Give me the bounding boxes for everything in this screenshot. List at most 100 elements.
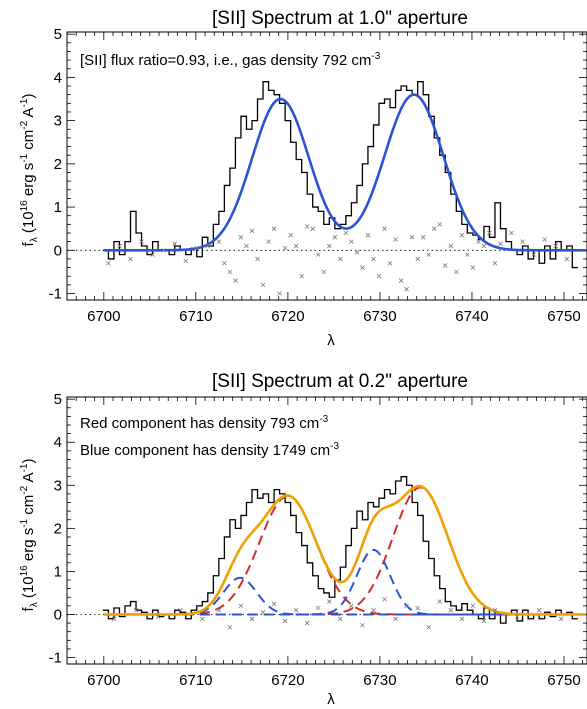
residual-point <box>420 235 426 240</box>
residual-point <box>321 269 327 275</box>
panel-top-title: [SII] Spectrum at 1.0" aperture <box>212 8 468 29</box>
svg-text:fλ (1016 erg s-1 cm-2 A-1): fλ (1016 erg s-1 cm-2 A-1) <box>19 94 40 247</box>
residual-point <box>459 616 465 622</box>
residual-point <box>194 245 200 251</box>
residual-point <box>553 243 558 249</box>
ylabel-f-close: ) <box>20 459 37 464</box>
residual-point <box>404 603 409 609</box>
residual-point <box>315 252 321 257</box>
y-tick-label: 0 <box>54 242 62 259</box>
residual-point <box>260 282 266 288</box>
x-tick-label: 6710 <box>179 308 212 325</box>
residual-point <box>222 260 227 266</box>
residual-point <box>520 239 525 244</box>
ylabel-sub: λ <box>29 602 40 607</box>
residual-point <box>349 239 354 244</box>
panel-bottom-annotation-red: Red component has density 793 cm-3 <box>80 414 329 432</box>
residual-point <box>177 607 183 613</box>
ylabel-sup4: -1 <box>19 98 30 107</box>
ylabel-f-close: ) <box>20 94 37 99</box>
residual-point <box>227 269 233 275</box>
residual-point <box>200 616 205 622</box>
y-tick-label: 2 <box>54 156 62 173</box>
annotation-sup: -3 <box>371 51 380 62</box>
model-component-curve <box>103 576 587 616</box>
x-tick-label: 6720 <box>271 308 304 325</box>
panel-bottom-xlabel: λ <box>327 691 335 708</box>
residual-point <box>299 273 304 279</box>
ylabel-f: f <box>20 606 37 611</box>
residual-point <box>332 235 338 240</box>
residual-point <box>404 286 409 292</box>
annotation-blue-text: Blue component has density 1749 cm <box>80 442 330 459</box>
ylabel-sup3: -2 <box>19 485 30 494</box>
residual-point <box>161 248 166 253</box>
residual-point <box>327 243 332 249</box>
residual-point <box>426 625 431 630</box>
panel-bottom-annotation-blue: Blue component has density 1749 cm-3 <box>80 441 339 459</box>
residual-point <box>371 607 376 613</box>
residual-point <box>487 230 492 236</box>
plot-frame <box>66 396 587 665</box>
residual-point <box>233 278 238 283</box>
residual-point <box>393 237 398 242</box>
residual-point <box>492 260 498 266</box>
residual-point <box>128 256 133 262</box>
panel-top-annotation: [SII] flux ratio=0.93, i.e., gas density… <box>80 51 381 69</box>
residual-point <box>338 616 343 622</box>
residual-point <box>327 599 332 604</box>
panel-bottom: [SII] Spectrum at 0.2" aperture fλ (1016… <box>19 371 587 708</box>
residual-point <box>293 607 299 613</box>
residual-point <box>172 241 177 247</box>
y-tick-label: 2 <box>54 520 62 537</box>
residual-point <box>271 601 277 606</box>
annotation-red-sup: -3 <box>319 414 328 425</box>
residual-point <box>426 252 431 257</box>
residual-point <box>564 256 570 262</box>
residual-point <box>409 235 415 240</box>
residual-point <box>437 599 443 604</box>
x-tick-label: 6730 <box>363 308 396 325</box>
residual-point <box>492 607 498 613</box>
residual-point <box>117 243 122 249</box>
ylabel-d: cm <box>20 130 37 154</box>
x-tick-label: 6730 <box>363 672 396 689</box>
residual-point <box>282 618 288 624</box>
spectrum-data-step <box>102 81 578 269</box>
y-tick-label: -1 <box>49 286 62 303</box>
residual-point <box>282 245 288 251</box>
residual-point <box>442 263 448 268</box>
residual-point <box>111 616 117 622</box>
residual-point <box>476 239 481 244</box>
annotation-text: [SII] flux ratio=0.93, i.e., gas density… <box>80 52 371 69</box>
panel-top-plot: 6700 6710 6720 6730 6740 6750 -1 0 1 2 3 4 5 <box>49 26 587 325</box>
model-fit-curve <box>103 484 587 616</box>
residual-point <box>249 228 255 234</box>
spectrum-data-step <box>102 476 578 624</box>
residual-point <box>470 603 476 609</box>
residual-point <box>371 256 376 262</box>
residual-point <box>431 226 437 231</box>
residual-point <box>448 243 454 249</box>
annotation-blue-sup: -3 <box>330 441 339 452</box>
residual-point <box>382 597 387 602</box>
x-tick-label: 6700 <box>87 308 120 325</box>
panel-top-xlabel: λ <box>327 332 335 349</box>
ylabel-c: erg s <box>20 163 37 201</box>
residual-point <box>393 616 398 622</box>
residual-point <box>249 616 255 622</box>
residual-point <box>536 607 542 613</box>
residual-point <box>183 258 189 264</box>
ylabel-sup4: -1 <box>19 463 30 472</box>
residual-point <box>437 222 443 227</box>
y-tick-label: 1 <box>54 563 62 580</box>
residual-point <box>139 239 144 244</box>
residual-point <box>509 230 514 236</box>
y-tick-label: 1 <box>54 199 62 216</box>
residual-point <box>304 620 310 626</box>
residual-point <box>315 605 321 611</box>
residual-point <box>293 243 299 249</box>
residual-point <box>155 614 161 619</box>
residual-point <box>216 607 222 613</box>
ylabel-sup2: -1 <box>19 153 30 162</box>
